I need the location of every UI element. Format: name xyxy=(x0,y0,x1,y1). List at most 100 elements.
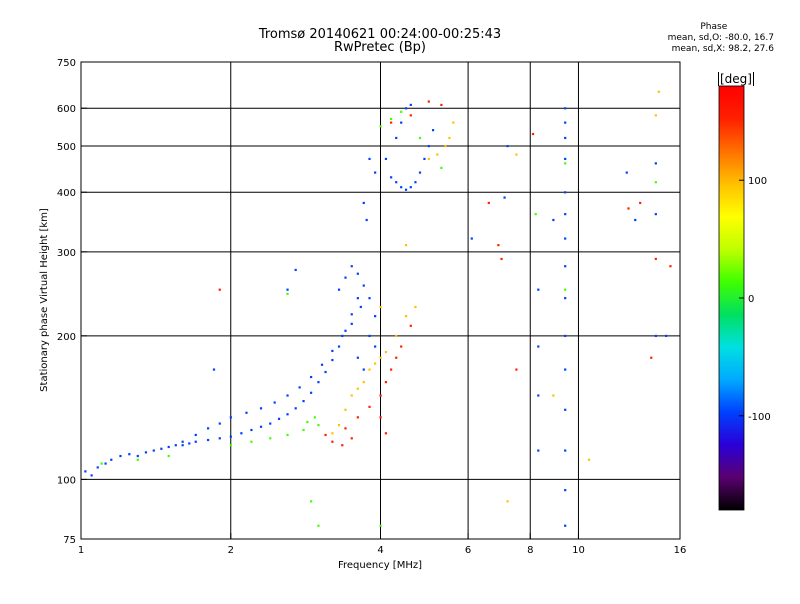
data-point xyxy=(350,313,353,316)
data-point xyxy=(104,462,107,465)
y-tick-label: 400 xyxy=(57,188,76,199)
data-point xyxy=(188,442,191,445)
x-axis-label: Frequency [MHz] xyxy=(338,560,422,571)
data-point xyxy=(350,265,353,268)
data-point xyxy=(409,186,412,189)
data-point xyxy=(654,181,657,184)
data-point xyxy=(564,368,567,371)
data-point xyxy=(564,408,567,411)
data-point xyxy=(379,416,382,419)
data-point xyxy=(362,284,365,287)
data-point xyxy=(537,394,540,397)
colorbar-tick-label: 100 xyxy=(748,176,767,187)
colorbar-ticks: 100 0 -100 xyxy=(739,176,771,423)
data-point xyxy=(564,449,567,452)
data-point xyxy=(277,417,281,420)
data-point xyxy=(374,362,377,365)
data-point xyxy=(317,524,320,527)
data-point xyxy=(365,218,368,222)
data-point xyxy=(90,474,93,477)
x-tick-label: 6 xyxy=(465,545,471,556)
x-tick-label: 10 xyxy=(572,545,585,556)
data-point xyxy=(440,166,443,170)
data-point xyxy=(286,433,289,437)
y-tick-label: 75 xyxy=(63,535,76,546)
y-tick-label: 500 xyxy=(57,142,76,153)
data-point xyxy=(302,428,305,432)
data-point xyxy=(313,416,316,419)
data-point xyxy=(564,334,567,338)
data-point xyxy=(119,454,122,458)
data-point xyxy=(379,356,382,359)
data-point xyxy=(564,237,567,240)
data-point xyxy=(259,407,263,410)
data-point xyxy=(564,191,567,194)
data-point xyxy=(537,449,540,452)
data-point xyxy=(218,288,221,291)
data-point xyxy=(654,213,657,216)
data-point xyxy=(317,381,320,384)
x-tick-label: 4 xyxy=(377,545,383,556)
data-point xyxy=(337,424,341,427)
chart-title: Tromsø 20140621 00:24:00-00:25:43 xyxy=(258,27,502,42)
data-point xyxy=(414,305,417,309)
data-point xyxy=(310,375,313,379)
data-point xyxy=(564,136,567,140)
data-point xyxy=(564,297,567,300)
data-point xyxy=(448,136,451,140)
data-point xyxy=(390,368,393,371)
data-point xyxy=(427,100,430,103)
data-point xyxy=(379,125,382,128)
y-axis-ticks: 75 100 200 300 400 500 600 750 xyxy=(57,58,87,546)
gridlines xyxy=(81,62,680,539)
data-point xyxy=(337,288,341,291)
data-point xyxy=(423,157,426,161)
data-point xyxy=(356,416,359,419)
data-point xyxy=(331,440,334,443)
data-point xyxy=(650,356,653,359)
data-point xyxy=(194,433,197,437)
data-point xyxy=(374,345,377,348)
data-point xyxy=(218,422,221,425)
data-point xyxy=(250,440,253,443)
data-point xyxy=(564,265,567,268)
data-point xyxy=(564,213,567,216)
data-point xyxy=(368,157,371,161)
data-point xyxy=(537,288,540,291)
phase-statistics-heading: Phase xyxy=(700,22,728,32)
data-point xyxy=(331,349,334,353)
data-point xyxy=(368,297,371,300)
data-point xyxy=(245,411,248,414)
data-point xyxy=(269,422,272,425)
data-point xyxy=(218,437,221,440)
data-point xyxy=(136,454,139,458)
data-point xyxy=(487,201,490,205)
data-point xyxy=(286,413,289,416)
data-point xyxy=(110,458,113,461)
colorbar-tick-label: -100 xyxy=(748,412,771,423)
data-point xyxy=(404,188,408,191)
x-tick-label: 1 xyxy=(78,545,84,556)
data-point xyxy=(531,132,535,136)
x-tick-label: 8 xyxy=(527,545,533,556)
data-point xyxy=(302,400,305,403)
data-point xyxy=(384,157,388,161)
data-point xyxy=(96,466,99,469)
y-tick-label: 100 xyxy=(57,475,76,486)
data-point xyxy=(331,358,334,362)
data-point xyxy=(657,90,660,93)
data-point xyxy=(356,356,359,359)
data-point xyxy=(306,420,309,424)
data-point xyxy=(341,334,344,338)
data-point xyxy=(294,268,297,272)
data-point xyxy=(564,288,567,291)
data-point xyxy=(503,196,506,199)
data-point xyxy=(669,265,672,268)
data-point xyxy=(136,458,139,461)
data-point xyxy=(552,394,555,397)
phase-statistics-x-mode: mean, sd,X: 98.2, 27.6 xyxy=(671,44,774,54)
data-point xyxy=(418,136,422,140)
data-point xyxy=(374,171,377,174)
data-point xyxy=(404,315,408,318)
